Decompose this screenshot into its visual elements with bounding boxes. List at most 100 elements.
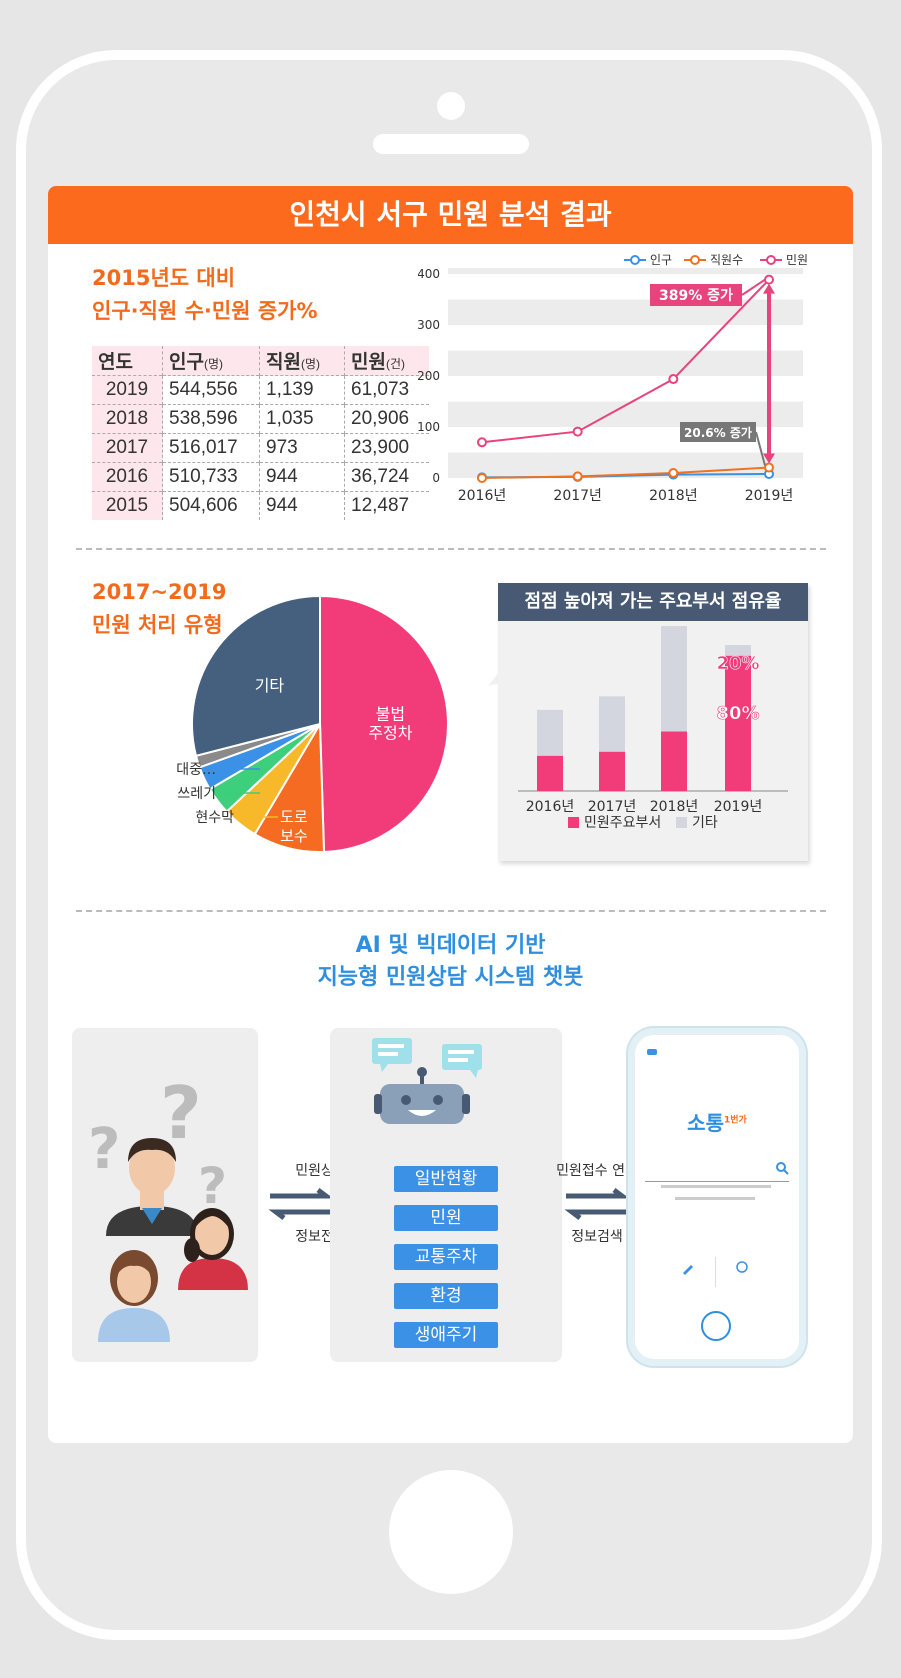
table-cell: 36,724 <box>344 462 429 492</box>
slice-label: 불법 <box>376 704 405 723</box>
series-line <box>481 466 770 479</box>
home-button[interactable] <box>389 1470 513 1594</box>
slice-label: 도로 <box>280 808 308 826</box>
chatbot-card <box>330 1028 562 1362</box>
menu-general-status[interactable]: 일반현황 <box>394 1166 498 1192</box>
population-table: 연도 인구(명) 직원(명) 민원(건) 2019 544,556 1,139 61,… <box>92 346 429 520</box>
header-complaints: 민원(건) <box>344 346 429 376</box>
slice-label: 쓰레기 <box>177 786 216 802</box>
table-cell: 2018 <box>92 404 163 434</box>
table-cell: 2017 <box>92 433 163 463</box>
panel-title: 점점 높아져 가는 주요부서 점유율 <box>498 583 808 621</box>
x-tick-label: 2016년 <box>526 799 575 815</box>
legend-label: 기타 <box>692 815 718 831</box>
arrow-head <box>763 283 775 294</box>
bar-other <box>725 645 751 656</box>
section-divider <box>76 548 826 550</box>
table-cell: 944 <box>259 462 345 492</box>
table-cell: 2019 <box>92 375 163 405</box>
menu-environment[interactable]: 환경 <box>394 1283 498 1309</box>
legend-label: 민원주요부서 <box>584 815 661 831</box>
search-icon[interactable] <box>775 1161 789 1175</box>
annotation-box <box>650 284 742 306</box>
table-row: 2018 538,596 1,035 20,906 <box>92 404 429 434</box>
arrow-head <box>763 453 775 464</box>
slice-label: 보수 <box>280 827 308 845</box>
y-tick-label: 300 <box>418 318 440 332</box>
robot-icon <box>372 1038 482 1124</box>
table-cell: 1,139 <box>259 375 345 405</box>
question-mark-icon: ? <box>160 1071 202 1155</box>
citizens-illustration: ? ? ? <box>88 1071 248 1342</box>
header-population: 인구(명) <box>162 346 260 376</box>
bar-other <box>599 696 625 752</box>
exchange-arrows-icon <box>268 1188 334 1220</box>
annotation-leader <box>741 278 766 296</box>
slice-label: 주정차 <box>368 723 412 742</box>
search-input[interactable] <box>645 1163 789 1182</box>
table-cell: 973 <box>259 433 345 463</box>
table-cell: 516,017 <box>162 433 260 463</box>
mobile-preview: 소통1번가 <box>628 1028 806 1366</box>
data-point <box>668 468 679 479</box>
menu-traffic-parking[interactable]: 교통주차 <box>394 1244 498 1270</box>
logo-icon <box>647 1049 657 1055</box>
data-point <box>477 437 487 448</box>
y-tick-label: 100 <box>418 420 440 434</box>
grid-band <box>448 268 803 274</box>
annotation-leader <box>755 431 766 466</box>
section2-title-line1: 2017~2019 <box>92 580 227 604</box>
annotation-label: 20.6% 증가 <box>684 425 752 440</box>
x-tick-label: 2019년 <box>745 488 794 504</box>
bar-main-dept <box>537 755 563 791</box>
grid-band <box>448 299 803 325</box>
data-point <box>668 374 679 385</box>
table-cell: 23,900 <box>344 433 429 463</box>
chatbot-button[interactable] <box>701 1311 731 1341</box>
slice-label: 대중… <box>176 762 216 778</box>
share-label-main: 80% <box>716 703 759 724</box>
menu-life-cycle[interactable]: 생애주기 <box>394 1322 498 1348</box>
header-year: 연도 <box>92 346 163 376</box>
legend-label-2: 민원 <box>786 253 808 267</box>
pen-icon[interactable] <box>681 1261 695 1275</box>
legend-marker <box>630 255 640 265</box>
section2-title: 2017~2019 민원 처리 유형 <box>92 576 227 642</box>
y-tick-label: 0 <box>432 471 440 485</box>
data-point <box>477 473 487 483</box>
chat-icon[interactable] <box>735 1261 749 1275</box>
section1-title-line2: 인구·직원 수·민원 증가% <box>92 299 318 323</box>
divider <box>715 1257 716 1287</box>
question-mark-icon: ? <box>88 1117 120 1182</box>
bar-main-dept <box>725 655 751 791</box>
exchange-arrows-icon <box>564 1188 630 1220</box>
section3-title: AI 및 빅데이터 기반 지능형 민원상담 시스템 챗봇 <box>48 930 853 994</box>
section3-title-line2: 지능형 민원상담 시스템 챗봇 <box>317 965 584 990</box>
slice-label: 현수막 <box>195 810 234 826</box>
menu-complaint[interactable]: 민원 <box>394 1205 498 1231</box>
table-cell: 2015 <box>92 491 163 520</box>
pie-slice <box>191 594 321 758</box>
table-row: 2016 510,733 944 36,724 <box>92 462 429 492</box>
mobile-brand: 소통1번가 <box>687 1111 747 1135</box>
infographic-screen: 인천시 서구 민원 분석 결과 2015년도 대비 인구·직원 수·민원 증가%… <box>48 186 853 1443</box>
header-staff: 직원(명) <box>259 346 345 376</box>
camera-icon <box>437 92 465 120</box>
data-point <box>764 462 774 473</box>
legend-marker <box>766 255 776 265</box>
slice-label: 기타 <box>255 676 285 695</box>
hashtag-row <box>675 1197 755 1200</box>
table-cell: 1,035 <box>259 404 345 434</box>
x-tick-label: 2018년 <box>649 488 698 504</box>
x-tick-label: 2017년 <box>553 488 602 504</box>
table-cell: 2016 <box>92 462 163 492</box>
table-row: 2017 516,017 973 23,900 <box>92 433 429 463</box>
table-cell: 12,487 <box>344 491 429 520</box>
table-cell: 61,073 <box>344 375 429 405</box>
series-line <box>481 278 770 444</box>
table-cell: 944 <box>259 491 345 520</box>
table-row: 2019 544,556 1,139 61,073 <box>92 375 429 405</box>
legend-marker <box>690 255 700 265</box>
line-chart: 0 100 200 300 400 2016년 2017년 2018년 2019년 인구 직원수 민원… <box>418 253 808 504</box>
